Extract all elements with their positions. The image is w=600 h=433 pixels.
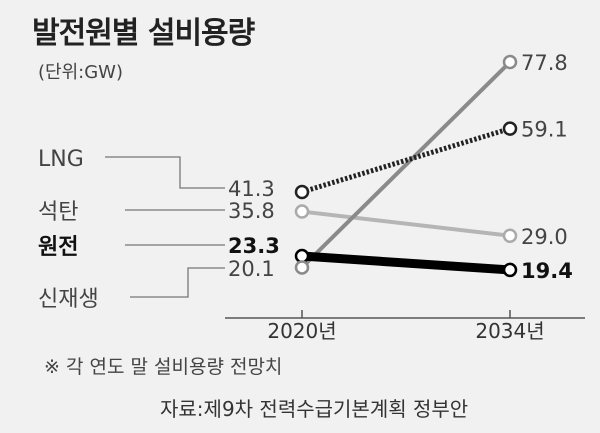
value-label: 77.8 — [521, 51, 568, 75]
legend-label: LNG — [38, 147, 84, 172]
series-line — [301, 209, 511, 238]
legend-label: 석탄 — [38, 200, 78, 225]
series-line — [301, 251, 511, 275]
data-point — [294, 204, 310, 219]
value-label: 23.3 — [228, 234, 280, 258]
unit-label: (단위:GW) — [38, 62, 123, 83]
value-label: 29.0 — [521, 225, 568, 249]
series-line — [301, 126, 511, 195]
data-point — [502, 121, 518, 136]
data-point — [294, 260, 310, 275]
value-label: 41.3 — [228, 177, 275, 201]
legend-label: 신재생 — [38, 287, 99, 312]
footnote: ※ 각 연도 말 설비용량 전망치 — [44, 356, 283, 378]
value-label: 19.4 — [521, 259, 573, 283]
data-point — [294, 184, 310, 200]
leader-line — [105, 156, 225, 189]
series-line — [300, 60, 512, 269]
data-point — [502, 54, 518, 70]
value-label: 20.1 — [228, 257, 275, 281]
x-tick-label: 2020년 — [267, 319, 336, 343]
data-point — [502, 262, 518, 278]
value-label: 35.8 — [228, 199, 275, 223]
legend-label: 원전 — [38, 235, 78, 260]
value-label: 59.1 — [521, 118, 568, 142]
leader-line — [130, 267, 225, 298]
chart-title: 발전원별 설비용량 — [32, 16, 255, 51]
data-point — [502, 228, 518, 244]
x-tick-label: 2034년 — [475, 319, 544, 343]
source: 자료:제9차 전력수급기본계획 정부안 — [160, 397, 469, 421]
